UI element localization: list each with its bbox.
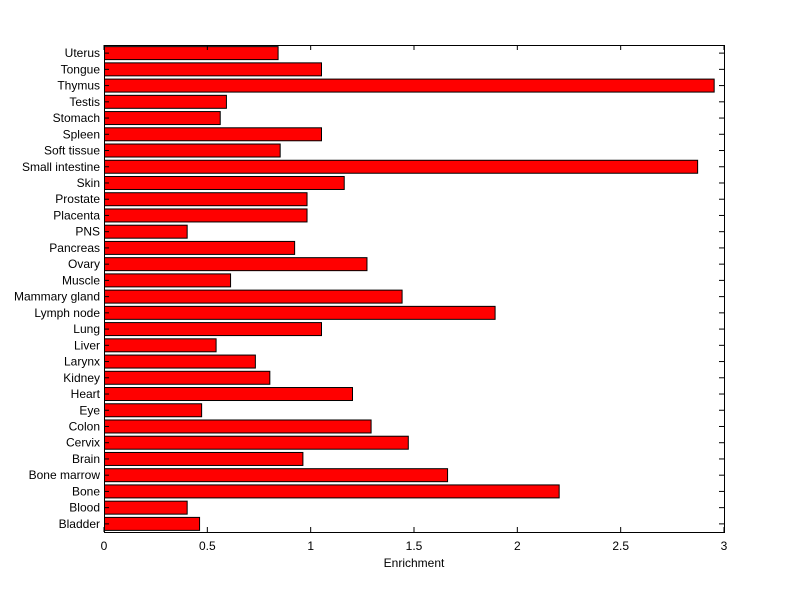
- bar: [104, 78, 715, 93]
- y-tick-label: Bone: [72, 484, 100, 498]
- y-tick-label: Eye: [79, 403, 100, 417]
- y-tick-label: Thymus: [57, 79, 100, 93]
- y-tick-label: Soft tissue: [44, 144, 100, 158]
- bar: [104, 435, 409, 450]
- bar: [104, 127, 322, 142]
- y-tick-label: Cervix: [66, 436, 100, 450]
- bar: [104, 387, 353, 402]
- y-tick-label: Prostate: [55, 192, 100, 206]
- bar: [104, 354, 256, 369]
- bar: [104, 484, 560, 499]
- y-tick-label: Stomach: [53, 111, 100, 125]
- x-tick-label: 0: [101, 539, 108, 553]
- y-tick-label: PNS: [75, 225, 100, 239]
- y-tick-label: Heart: [71, 387, 101, 401]
- bar: [104, 224, 188, 239]
- x-tick-label: 2.5: [612, 539, 629, 553]
- bar: [104, 451, 304, 466]
- bar: [104, 419, 372, 434]
- x-tick-label: 0.5: [199, 539, 216, 553]
- bar: [104, 338, 217, 353]
- bar: [104, 305, 496, 320]
- y-tick-label: Muscle: [62, 273, 100, 287]
- bar: [104, 175, 345, 190]
- bar: [104, 111, 221, 126]
- bar: [104, 322, 322, 337]
- y-tick-label: Blood: [69, 501, 100, 515]
- y-tick-label: Colon: [69, 419, 100, 433]
- y-tick-label: Brain: [72, 452, 100, 466]
- y-tick-label: Kidney: [63, 371, 100, 385]
- bar: [104, 370, 271, 385]
- bar: [104, 62, 322, 77]
- bar: [104, 94, 227, 109]
- y-tick-label: Testis: [69, 95, 100, 109]
- bar: [104, 143, 281, 158]
- y-tick-label: Skin: [77, 176, 100, 190]
- y-tick-label: Uterus: [65, 46, 100, 60]
- y-tick-label: Placenta: [53, 208, 100, 222]
- bar: [104, 240, 296, 255]
- bar: [104, 208, 308, 223]
- bar: [104, 192, 308, 207]
- y-tick-label: Pancreas: [49, 241, 100, 255]
- bar: [104, 257, 368, 272]
- bar: [104, 159, 699, 174]
- bar: [104, 468, 449, 483]
- bar: [104, 289, 403, 304]
- x-tick-label: 2: [514, 539, 521, 553]
- labels-group: Bladder Blood Bone Bone marrow Brain Cervix Co…: [14, 46, 728, 553]
- y-tick-label: Small intestine: [22, 160, 100, 174]
- bar: [104, 500, 188, 515]
- x-tick-label: 1.5: [406, 539, 423, 553]
- y-tick-label: Mammary gland: [14, 290, 100, 304]
- y-tick-label: Liver: [74, 338, 100, 352]
- plot-area-frame: [104, 45, 725, 533]
- y-tick-label: Lymph node: [34, 306, 100, 320]
- y-tick-label: Larynx: [64, 355, 100, 369]
- y-tick-label: Bone marrow: [29, 468, 101, 482]
- x-tick-label: 1: [307, 539, 314, 553]
- bar: [104, 403, 203, 418]
- y-tick-label: Ovary: [68, 257, 100, 271]
- bar: [104, 273, 232, 288]
- y-tick-label: Tongue: [61, 62, 101, 76]
- bar: [104, 46, 279, 61]
- bars-group: [104, 46, 715, 531]
- x-tick-label: 3: [721, 539, 728, 553]
- y-tick-label: Lung: [73, 322, 100, 336]
- x-axis-label: Enrichment: [384, 556, 445, 570]
- y-tick-label: Spleen: [63, 127, 100, 141]
- bar: [104, 516, 201, 531]
- y-tick-label: Bladder: [59, 517, 100, 531]
